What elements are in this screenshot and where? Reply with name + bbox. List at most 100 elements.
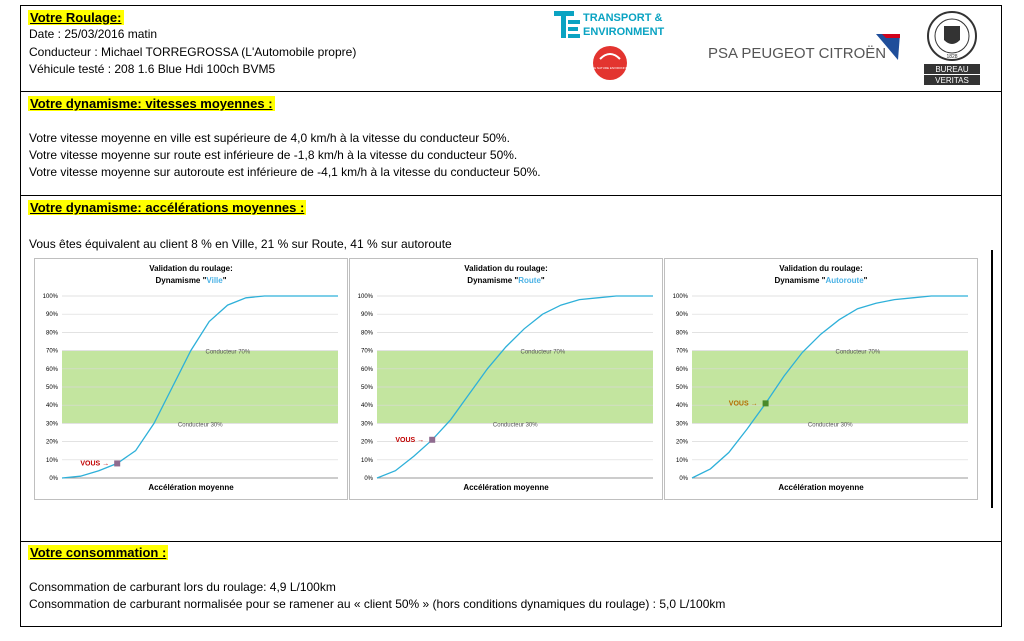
consommation-heading: Votre consommation : (28, 545, 169, 560)
vitesse-route: Votre vitesse moyenne sur route est infé… (29, 148, 518, 162)
band-label-70: Conducteur 70% (836, 350, 881, 356)
psa-name: PSA PEUGEOT CITROËN (708, 45, 886, 62)
series-line (376, 295, 653, 479)
y-tick-label: 60% (676, 367, 689, 373)
chart-subtitle-prefix: Dynamisme " (155, 276, 206, 285)
y-tick-label: 60% (46, 367, 59, 373)
psa-emblem-icon (876, 34, 900, 60)
chart-subtitle-suffix: " (541, 276, 545, 285)
y-tick-label: 20% (46, 440, 59, 446)
x-axis-label: Accélération moyenne (778, 483, 864, 492)
y-tick-label: 50% (46, 385, 59, 391)
chart-ville: Validation du roulage: Dynamisme "Ville" 1… (34, 258, 348, 500)
vous-marker (114, 460, 121, 467)
chart-autoroute: Validation du roulage: Dynamisme "Autorou… (664, 258, 978, 500)
roulage-date: Date : 25/03/2016 matin (29, 27, 158, 41)
section-divider (20, 91, 1002, 92)
vitesses-heading: Votre dynamisme: vitesses moyennes : (28, 96, 275, 111)
accelerations-summary: Vous êtes équivalent au client 8 % en Vi… (29, 237, 452, 251)
chart-title: Validation du roulage: (149, 264, 233, 273)
roulage-vehicule: Véhicule testé : 208 1.6 Blue Hdi 100ch … (29, 62, 276, 76)
fne-badge-icon (593, 46, 627, 80)
report-frame (20, 5, 1002, 627)
chart-subtitle: Dynamisme "Autoroute" (775, 276, 868, 285)
roulage-heading: Votre Roulage: (28, 10, 124, 25)
chart-subtitle-suffix: " (223, 276, 227, 285)
right-edge-bar (991, 250, 993, 508)
y-tick-label: 70% (361, 349, 374, 355)
y-tick-label: 0% (679, 476, 688, 482)
chart-subtitle-keyword: Ville (206, 276, 223, 285)
consommation-roulage: Consommation de carburant lors du roulag… (29, 580, 336, 594)
chart-title: Validation du roulage: (464, 264, 548, 273)
y-tick-label: 40% (46, 403, 59, 409)
y-tick-label: 30% (361, 421, 374, 427)
band-label-30: Conducteur 30% (493, 422, 538, 428)
chart-subtitle-suffix: " (864, 276, 868, 285)
y-tick-label: 80% (361, 330, 374, 336)
te-line2: ENVIRONMENT (583, 26, 665, 38)
fne-badge-text: FRANCE NATURE ENVIRONNEMENT (584, 66, 637, 70)
transport-environment-logo: TRANSPORT & ENVIRONMENT FRANCE NATURE EN… (554, 11, 665, 80)
band-label-70: Conducteur 70% (521, 350, 566, 356)
bureau-veritas-seal-icon (927, 11, 977, 61)
chart-title: Validation du roulage: (779, 264, 863, 273)
accelerations-heading: Votre dynamisme: accélérations moyennes … (28, 200, 307, 215)
chart-svg: Validation du roulage: Dynamisme "Route" 1… (349, 258, 663, 500)
section-divider (20, 195, 1002, 196)
chart-subtitle-keyword: Autoroute (825, 276, 864, 285)
y-tick-label: 10% (361, 458, 374, 464)
chart-svg: Validation du roulage: Dynamisme "Autorou… (664, 258, 978, 500)
chart-subtitle-prefix: Dynamisme " (467, 276, 518, 285)
band-label-30: Conducteur 30% (808, 422, 853, 428)
y-tick-label: 10% (676, 458, 689, 464)
vitesse-ville: Votre vitesse moyenne en ville est supér… (29, 131, 510, 145)
section-divider (20, 541, 1002, 542)
y-tick-label: 0% (364, 476, 373, 482)
y-tick-label: 50% (676, 385, 689, 391)
bureau-veritas-logo: 1828 BUREAU VERITAS (924, 11, 980, 85)
y-tick-label: 20% (676, 440, 689, 446)
y-tick-label: 90% (46, 312, 59, 318)
band-label-30: Conducteur 30% (178, 422, 223, 428)
y-tick-label: 80% (676, 330, 689, 336)
series-line (691, 295, 968, 479)
x-axis-label: Accélération moyenne (148, 483, 234, 492)
consommation-normalisee: Consommation de carburant normalisée pou… (29, 597, 726, 611)
vous-marker (429, 436, 436, 443)
chart-route: Validation du roulage: Dynamisme "Route" 1… (349, 258, 663, 500)
y-tick-label: 40% (676, 403, 689, 409)
y-tick-label: 80% (46, 330, 59, 336)
chart-subtitle: Dynamisme "Ville" (155, 276, 226, 285)
chart-subtitle: Dynamisme "Route" (467, 276, 545, 285)
y-tick-label: 40% (361, 403, 374, 409)
te-icon (554, 11, 580, 38)
chart-subtitle-prefix: Dynamisme " (775, 276, 826, 285)
y-tick-label: 100% (358, 294, 374, 300)
y-tick-label: 70% (46, 349, 59, 355)
vous-marker (762, 400, 769, 407)
vitesse-autoroute: Votre vitesse moyenne sur autoroute est … (29, 165, 541, 179)
bv-year: 1828 (946, 54, 957, 60)
y-tick-label: 90% (361, 312, 374, 318)
y-tick-label: 30% (676, 421, 689, 427)
x-axis-label: Accélération moyenne (463, 483, 549, 492)
vous-label: VOUS → (729, 400, 758, 407)
y-tick-label: 100% (673, 294, 689, 300)
chart-subtitle-keyword: Route (518, 276, 541, 285)
y-tick-label: 0% (49, 476, 58, 482)
y-tick-label: 60% (361, 367, 374, 373)
te-line1: TRANSPORT & (583, 12, 663, 24)
y-tick-label: 20% (361, 440, 374, 446)
y-tick-label: 100% (43, 294, 59, 300)
roulage-conducteur: Conducteur : Michael TORREGROSSA (L'Auto… (29, 45, 357, 59)
bv-line1: BUREAU (935, 65, 969, 74)
y-tick-label: 90% (676, 312, 689, 318)
series-line (61, 295, 338, 479)
vous-label: VOUS → (80, 460, 109, 467)
psa-logo: PSA PEUGEOT CITROËN (708, 34, 900, 62)
bv-line2: VERITAS (935, 76, 969, 85)
y-tick-label: 70% (676, 349, 689, 355)
y-tick-label: 30% (46, 421, 59, 427)
vous-label: VOUS → (395, 437, 424, 444)
